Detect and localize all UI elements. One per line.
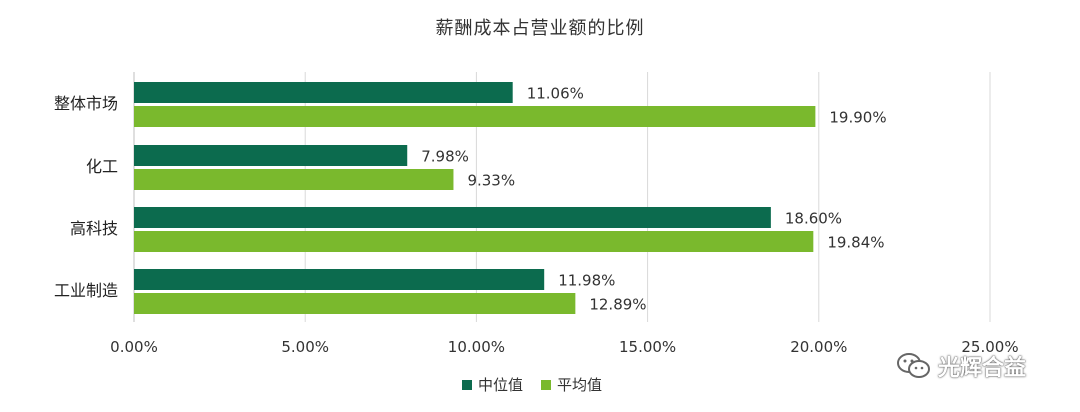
legend-swatch-median xyxy=(462,379,472,390)
bar-mean xyxy=(134,293,576,314)
data-label: 7.98% xyxy=(421,148,469,166)
legend-label-mean: 平均值 xyxy=(557,376,603,394)
bar-median xyxy=(134,207,771,228)
x-tick-label: 10.00% xyxy=(448,338,505,356)
data-label: 18.60% xyxy=(785,210,842,228)
legend-item-median: 中位值 xyxy=(462,374,523,395)
bar-median xyxy=(134,269,545,290)
x-tick-label: 0.00% xyxy=(110,338,158,356)
data-label: 12.89% xyxy=(589,296,646,314)
legend: 中位值 平均值 xyxy=(462,374,602,395)
data-label: 9.33% xyxy=(467,172,515,190)
x-tick-label: 5.00% xyxy=(281,338,329,356)
bar-mean xyxy=(134,106,816,127)
category-label: 化工 xyxy=(86,157,118,176)
bar-mean xyxy=(134,169,454,190)
category-label: 高科技 xyxy=(70,219,118,238)
x-tick-label: 25.00% xyxy=(961,338,1018,356)
data-label: 11.98% xyxy=(558,272,615,290)
legend-item-mean: 平均值 xyxy=(541,374,602,395)
x-tick-label: 15.00% xyxy=(619,338,676,356)
bar-median xyxy=(134,82,513,103)
bar-mean xyxy=(134,231,814,252)
bar-median xyxy=(134,145,408,166)
watermark: 光辉合益 xyxy=(896,350,1026,382)
watermark-text: 光辉合益 xyxy=(938,356,1027,381)
category-label: 工业制造 xyxy=(54,281,118,300)
category-label: 整体市场 xyxy=(54,94,118,113)
data-label: 19.84% xyxy=(827,234,884,252)
wechat-icon xyxy=(897,353,930,378)
chart-title: 薪酬成本占营业额的比例 xyxy=(435,18,645,39)
x-tick-label: 20.00% xyxy=(790,338,847,356)
data-label: 19.90% xyxy=(829,109,886,127)
legend-label-median: 中位值 xyxy=(478,376,524,394)
data-label: 11.06% xyxy=(527,85,584,103)
legend-swatch-mean xyxy=(541,379,552,390)
